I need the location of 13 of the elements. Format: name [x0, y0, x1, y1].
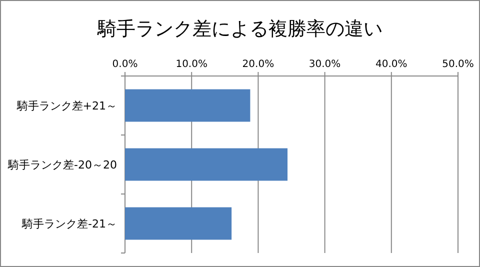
y-tick-label: 騎手ランク差+21～	[16, 100, 117, 112]
chart-title: 騎手ランク差による複勝率の違い	[96, 18, 382, 40]
y-tick-label: 騎手ランク差-21～	[21, 218, 117, 230]
x-tick-label: 30.0%	[308, 59, 341, 70]
bar	[125, 148, 288, 181]
x-tick-label: 40.0%	[376, 59, 408, 70]
x-tick-label: 50.0%	[442, 59, 474, 70]
bar	[125, 89, 250, 122]
x-tick-label: 0.0%	[112, 59, 138, 70]
y-tick-label: 騎手ランク差-20～20	[7, 158, 117, 172]
x-tick-label: 10.0%	[176, 59, 208, 70]
x-tick-label: 20.0%	[242, 59, 274, 70]
bar	[125, 207, 232, 240]
